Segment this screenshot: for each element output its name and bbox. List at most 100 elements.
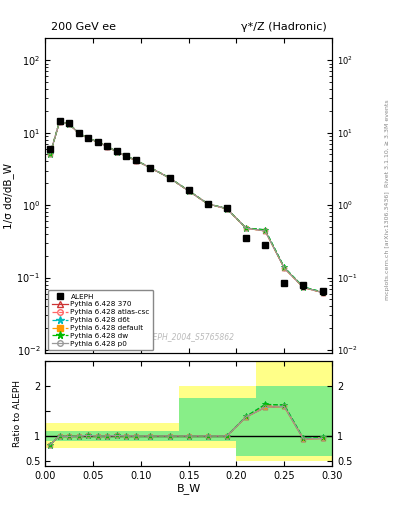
Line: Pythia 6.428 370: Pythia 6.428 370 bbox=[48, 119, 325, 295]
Pythia 6.428 dw bbox=[167, 175, 172, 181]
Pythia 6.428 atlas-csc bbox=[86, 135, 90, 141]
Pythia 6.428 p0 bbox=[282, 265, 286, 271]
Pythia 6.428 p0 bbox=[320, 289, 325, 295]
Pythia 6.428 p0 bbox=[167, 175, 172, 181]
Pythia 6.428 dw bbox=[301, 284, 306, 290]
Pythia 6.428 dw bbox=[86, 135, 90, 141]
Pythia 6.428 dw bbox=[57, 118, 62, 124]
Pythia 6.428 370 bbox=[115, 149, 119, 155]
Text: mcplots.cern.ch [arXiv:1306.3436]: mcplots.cern.ch [arXiv:1306.3436] bbox=[385, 191, 389, 300]
Pythia 6.428 p0 bbox=[124, 153, 129, 159]
Line: Pythia 6.428 dw: Pythia 6.428 dw bbox=[46, 118, 326, 295]
Pythia 6.428 atlas-csc bbox=[320, 289, 325, 295]
Pythia 6.428 atlas-csc bbox=[263, 227, 268, 233]
Pythia 6.428 default bbox=[105, 143, 110, 150]
Line: Pythia 6.428 d6t: Pythia 6.428 d6t bbox=[46, 118, 326, 295]
Pythia 6.428 default bbox=[124, 153, 129, 159]
X-axis label: B_W: B_W bbox=[176, 483, 201, 495]
Text: Rivet 3.1.10, ≥ 3.3M events: Rivet 3.1.10, ≥ 3.3M events bbox=[385, 99, 389, 187]
Pythia 6.428 p0 bbox=[301, 284, 306, 290]
Pythia 6.428 dw bbox=[186, 187, 191, 194]
Pythia 6.428 370 bbox=[57, 119, 62, 125]
Pythia 6.428 atlas-csc bbox=[186, 188, 191, 194]
Pythia 6.428 atlas-csc bbox=[76, 130, 81, 136]
Pythia 6.428 atlas-csc bbox=[206, 201, 210, 207]
Pythia 6.428 p0 bbox=[115, 149, 119, 155]
Pythia 6.428 p0 bbox=[105, 143, 110, 150]
Y-axis label: 1/σ dσ/dB_W: 1/σ dσ/dB_W bbox=[3, 163, 14, 229]
Text: γ*/Z (Hadronic): γ*/Z (Hadronic) bbox=[241, 22, 326, 32]
Pythia 6.428 p0 bbox=[134, 158, 138, 164]
Pythia 6.428 d6t bbox=[320, 289, 325, 295]
Pythia 6.428 atlas-csc bbox=[244, 225, 248, 231]
Pythia 6.428 default bbox=[282, 265, 286, 271]
Pythia 6.428 atlas-csc bbox=[224, 206, 229, 212]
Pythia 6.428 370 bbox=[134, 158, 138, 164]
Pythia 6.428 370 bbox=[105, 143, 110, 150]
Pythia 6.428 370 bbox=[186, 188, 191, 194]
Pythia 6.428 370 bbox=[95, 139, 100, 145]
Pythia 6.428 p0 bbox=[186, 188, 191, 194]
Pythia 6.428 d6t bbox=[76, 130, 81, 136]
Pythia 6.428 atlas-csc bbox=[282, 265, 286, 271]
Pythia 6.428 default bbox=[301, 284, 306, 290]
Pythia 6.428 370 bbox=[167, 175, 172, 181]
Pythia 6.428 atlas-csc bbox=[105, 143, 110, 150]
Legend: ALEPH, Pythia 6.428 370, Pythia 6.428 atlas-csc, Pythia 6.428 d6t, Pythia 6.428 : ALEPH, Pythia 6.428 370, Pythia 6.428 at… bbox=[48, 290, 153, 350]
Pythia 6.428 370 bbox=[124, 153, 129, 159]
Pythia 6.428 p0 bbox=[48, 152, 52, 158]
Pythia 6.428 default bbox=[224, 206, 229, 212]
Pythia 6.428 p0 bbox=[95, 139, 100, 145]
Pythia 6.428 370 bbox=[48, 152, 52, 158]
Pythia 6.428 d6t bbox=[134, 157, 138, 163]
Pythia 6.428 atlas-csc bbox=[167, 175, 172, 181]
Pythia 6.428 default bbox=[320, 289, 325, 295]
Pythia 6.428 dw bbox=[320, 289, 325, 295]
Text: ALEPH_2004_S5765862: ALEPH_2004_S5765862 bbox=[143, 332, 234, 340]
Pythia 6.428 p0 bbox=[224, 206, 229, 212]
Pythia 6.428 default bbox=[48, 152, 52, 158]
Pythia 6.428 dw bbox=[206, 201, 210, 207]
Pythia 6.428 p0 bbox=[244, 225, 248, 231]
Pythia 6.428 d6t bbox=[282, 264, 286, 270]
Pythia 6.428 p0 bbox=[57, 119, 62, 125]
Pythia 6.428 p0 bbox=[148, 165, 153, 171]
Pythia 6.428 370 bbox=[244, 225, 248, 231]
Pythia 6.428 dw bbox=[115, 148, 119, 155]
Pythia 6.428 atlas-csc bbox=[48, 152, 52, 158]
Pythia 6.428 dw bbox=[67, 121, 72, 127]
Pythia 6.428 d6t bbox=[86, 135, 90, 141]
Pythia 6.428 370 bbox=[67, 121, 72, 127]
Text: 200 GeV ee: 200 GeV ee bbox=[51, 22, 116, 32]
Y-axis label: Ratio to ALEPH: Ratio to ALEPH bbox=[13, 380, 22, 447]
Pythia 6.428 d6t bbox=[105, 143, 110, 150]
Pythia 6.428 default bbox=[167, 175, 172, 181]
Pythia 6.428 370 bbox=[301, 284, 306, 290]
Pythia 6.428 d6t bbox=[57, 118, 62, 124]
Pythia 6.428 370 bbox=[206, 201, 210, 207]
Pythia 6.428 dw bbox=[263, 227, 268, 233]
Pythia 6.428 370 bbox=[86, 135, 90, 141]
Pythia 6.428 atlas-csc bbox=[124, 153, 129, 159]
Pythia 6.428 dw bbox=[148, 165, 153, 171]
Pythia 6.428 d6t bbox=[95, 139, 100, 145]
Pythia 6.428 dw bbox=[76, 130, 81, 136]
Pythia 6.428 default bbox=[95, 139, 100, 145]
Pythia 6.428 atlas-csc bbox=[57, 119, 62, 125]
Pythia 6.428 d6t bbox=[244, 225, 248, 231]
Pythia 6.428 atlas-csc bbox=[301, 284, 306, 290]
Pythia 6.428 dw bbox=[282, 264, 286, 270]
Pythia 6.428 d6t bbox=[148, 165, 153, 171]
Pythia 6.428 370 bbox=[224, 206, 229, 212]
Pythia 6.428 p0 bbox=[86, 135, 90, 141]
Pythia 6.428 370 bbox=[282, 265, 286, 271]
Pythia 6.428 default bbox=[67, 121, 72, 127]
Pythia 6.428 d6t bbox=[224, 206, 229, 212]
Pythia 6.428 d6t bbox=[67, 121, 72, 127]
Pythia 6.428 default bbox=[148, 165, 153, 171]
Pythia 6.428 370 bbox=[148, 165, 153, 171]
Pythia 6.428 default bbox=[57, 119, 62, 125]
Pythia 6.428 default bbox=[86, 135, 90, 141]
Pythia 6.428 p0 bbox=[206, 201, 210, 207]
Pythia 6.428 dw bbox=[95, 139, 100, 145]
